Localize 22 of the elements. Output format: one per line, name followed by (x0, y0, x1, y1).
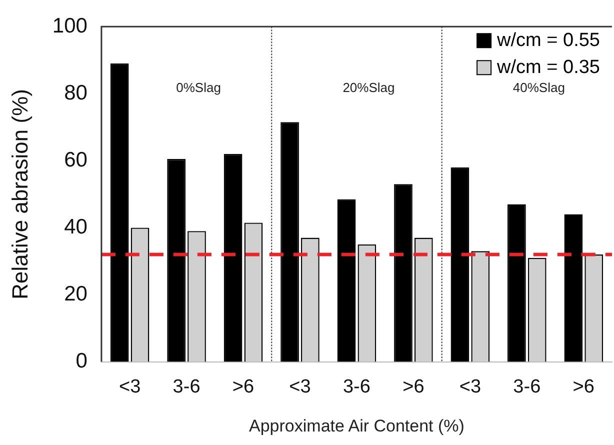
annotation: 0%Slag (176, 80, 221, 96)
x-axis-title: Approximate Air Content (%) (249, 416, 464, 436)
x-tick-label: >6 (572, 376, 594, 398)
y-tick-label: 100 (52, 14, 88, 38)
y-axis-title: Relative abrasion (%) (7, 89, 32, 300)
y-tick-label: 40 (64, 216, 88, 239)
y-tick-label: 0 (76, 350, 88, 373)
x-tick-label: 3-6 (513, 376, 541, 398)
x-tick-label: <3 (459, 376, 482, 398)
x-tick-label: <3 (118, 376, 141, 398)
x-tick-label: 3-6 (172, 376, 200, 398)
y-tick-label: 20 (64, 282, 88, 306)
legend-label: w/cm = 0.55 (496, 30, 600, 51)
x-tick-label: >6 (402, 376, 424, 398)
x-tick-label: <3 (289, 376, 311, 398)
annotation: 40%Slag (512, 80, 565, 96)
legend-label: w/cm = 0.35 (496, 56, 600, 78)
x-tick-label: 3-6 (342, 376, 370, 398)
annotation: 20%Slag (342, 80, 395, 96)
y-tick-label: 60 (64, 148, 88, 172)
x-tick-label: >6 (232, 376, 254, 398)
y-tick-label: 80 (64, 81, 88, 104)
